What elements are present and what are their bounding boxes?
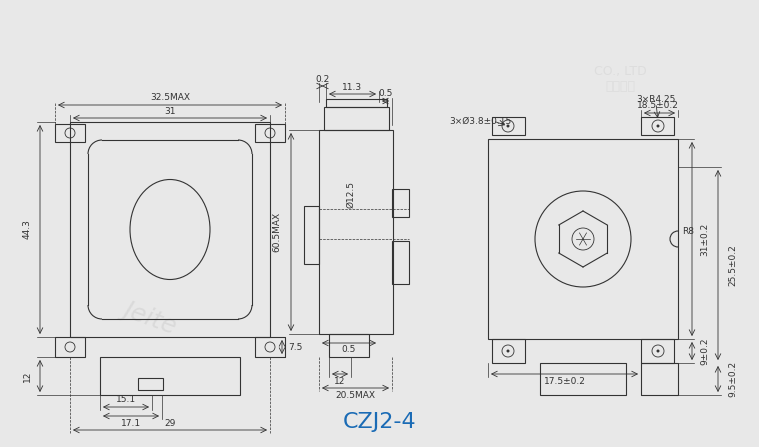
Text: 9±0.2: 9±0.2 <box>701 337 710 365</box>
Bar <box>324 107 389 130</box>
Text: 25.5±0.2: 25.5±0.2 <box>729 244 738 286</box>
Text: 32.5MAX: 32.5MAX <box>150 93 190 102</box>
Text: 31: 31 <box>164 106 176 115</box>
Circle shape <box>506 350 509 353</box>
Text: 12: 12 <box>334 376 345 385</box>
Text: 9.5±0.2: 9.5±0.2 <box>729 361 738 397</box>
Text: 12: 12 <box>23 370 32 382</box>
Text: 18.5±0.2: 18.5±0.2 <box>637 101 679 110</box>
Bar <box>492 339 525 363</box>
Text: R8: R8 <box>682 227 694 236</box>
Bar <box>326 99 387 107</box>
Bar <box>255 124 285 142</box>
Bar <box>319 130 393 334</box>
Bar <box>55 337 85 357</box>
Text: 17.5±0.2: 17.5±0.2 <box>543 376 585 385</box>
Bar <box>641 117 674 135</box>
Text: 29: 29 <box>164 418 175 427</box>
Text: CO., LTD: CO., LTD <box>594 66 647 79</box>
Text: 3×R4.25: 3×R4.25 <box>636 94 676 104</box>
Circle shape <box>657 125 660 127</box>
Text: 0.2: 0.2 <box>316 75 329 84</box>
Bar <box>641 363 678 395</box>
Text: 0.5: 0.5 <box>342 346 356 354</box>
Text: 0.5: 0.5 <box>378 89 392 98</box>
Bar <box>138 378 163 390</box>
Bar <box>304 206 319 264</box>
Text: 3×Ø3.8±0.15: 3×Ø3.8±0.15 <box>449 117 511 126</box>
Text: Ø12.5: Ø12.5 <box>347 181 355 208</box>
Bar <box>641 339 674 363</box>
Text: 17.1: 17.1 <box>121 418 141 427</box>
Bar <box>540 363 626 395</box>
Bar <box>488 139 678 339</box>
Text: 60.5MAX: 60.5MAX <box>272 212 282 252</box>
Text: Jeite: Jeite <box>120 296 180 337</box>
Bar <box>100 357 240 395</box>
Bar <box>70 122 270 337</box>
Text: 31±0.2: 31±0.2 <box>701 222 710 256</box>
Bar <box>55 124 85 142</box>
Bar <box>392 241 409 284</box>
Bar <box>492 117 525 135</box>
Text: 44.3: 44.3 <box>23 219 32 240</box>
Text: 7.5: 7.5 <box>288 342 302 351</box>
Text: CZJ2-4: CZJ2-4 <box>343 412 417 432</box>
Bar <box>329 334 369 357</box>
Circle shape <box>506 125 509 127</box>
Circle shape <box>657 350 660 353</box>
Text: 20.5MAX: 20.5MAX <box>335 391 375 400</box>
Text: 15.1: 15.1 <box>116 396 136 405</box>
Text: 有限公司: 有限公司 <box>605 80 635 93</box>
Bar <box>392 189 409 217</box>
Text: 11.3: 11.3 <box>342 83 363 92</box>
Bar <box>255 337 285 357</box>
